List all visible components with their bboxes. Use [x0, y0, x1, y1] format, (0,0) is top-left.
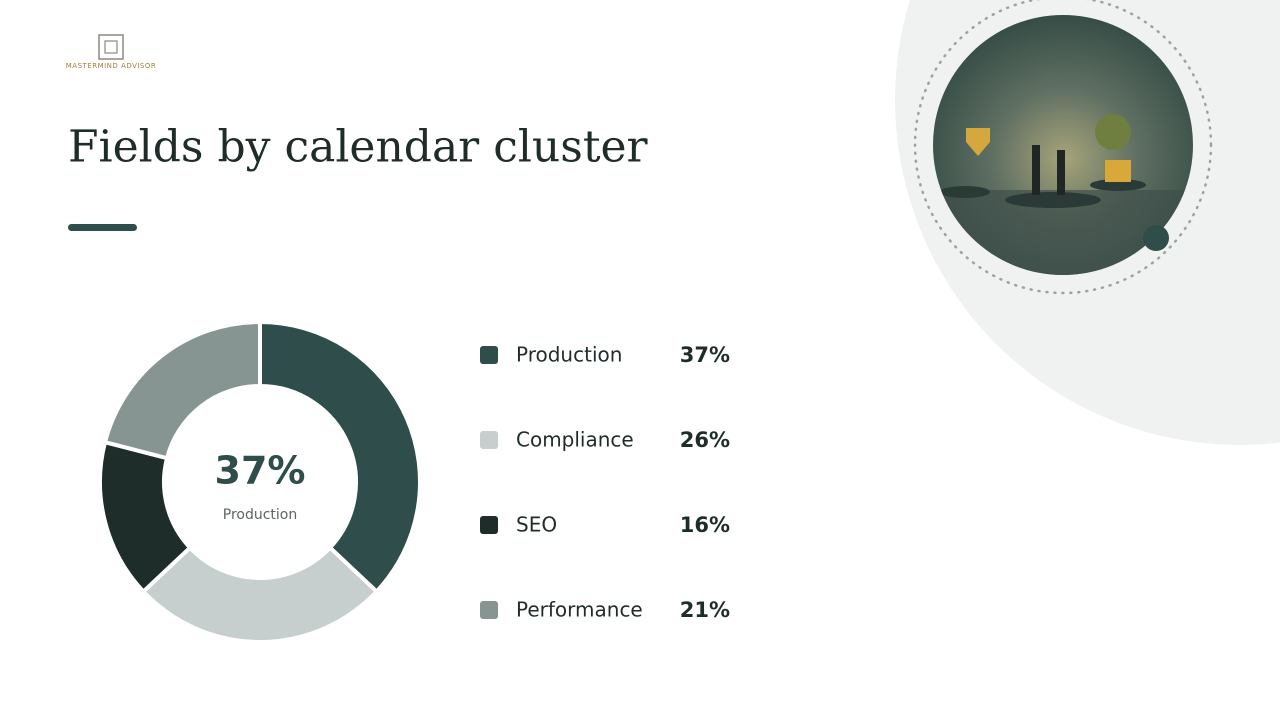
- legend-value: 37%: [680, 343, 730, 367]
- logo: [98, 34, 124, 60]
- legend-value: 21%: [680, 598, 730, 622]
- legend-swatch: [480, 346, 498, 364]
- legend-value: 26%: [680, 428, 730, 452]
- accent-dot: [1143, 225, 1169, 251]
- center-label: Production: [223, 507, 297, 523]
- donut-segment: [140, 544, 380, 644]
- chart-title: Fields by calendar cluster: [68, 122, 649, 173]
- dotted-ring: [913, 0, 1213, 295]
- legend-label: SEO: [516, 513, 557, 537]
- legend-label: Compliance: [516, 428, 634, 452]
- donut-segment: [258, 319, 422, 595]
- donut-segment: [102, 319, 262, 461]
- legend-value: 16%: [680, 513, 730, 537]
- legend-swatch: [480, 601, 498, 619]
- legend-swatch: [480, 431, 498, 449]
- title-underline: [68, 224, 137, 231]
- center-value: 37%: [215, 449, 306, 493]
- brand: MASTERMIND ADVISOR: [66, 62, 157, 70]
- legend-label: Performance: [516, 598, 643, 622]
- legend-swatch: [480, 516, 498, 534]
- legend-label: Production: [516, 343, 622, 367]
